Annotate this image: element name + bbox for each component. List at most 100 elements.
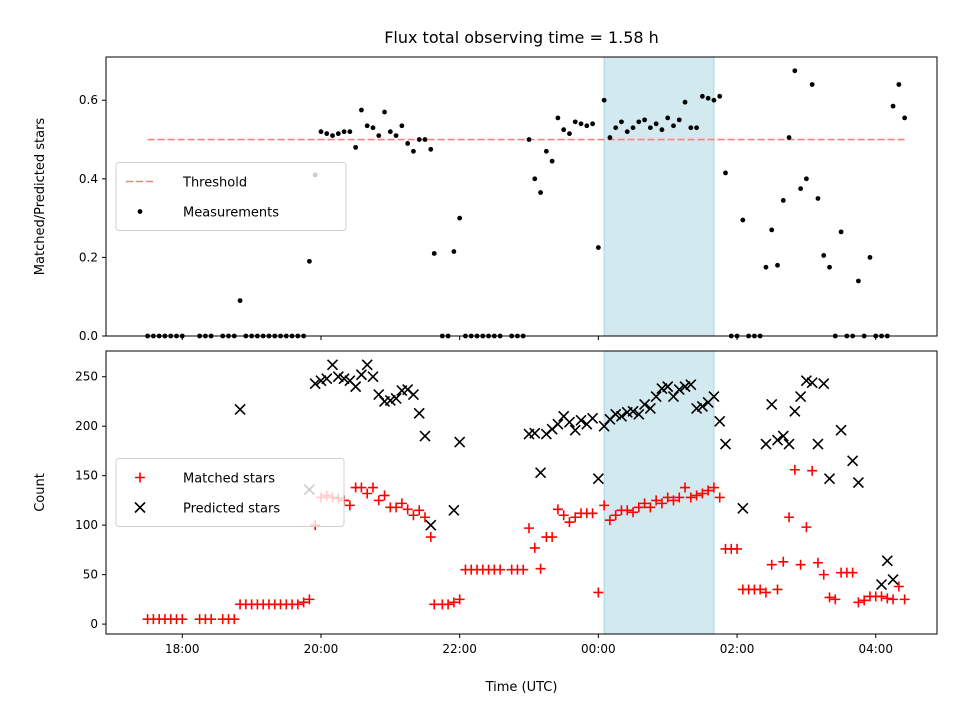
measurement-point xyxy=(572,119,578,125)
measurement-point xyxy=(578,121,584,127)
legend-measurement-swatch xyxy=(137,209,143,214)
measurement-point xyxy=(815,196,821,201)
matched-star-point xyxy=(304,594,315,605)
matched-star-point xyxy=(454,594,465,605)
predicted-star-point xyxy=(818,378,830,390)
measurement-point xyxy=(653,121,659,127)
matched-star-point xyxy=(298,597,309,608)
matched-star-point xyxy=(552,504,563,515)
matched-star-point xyxy=(818,569,829,580)
x-tick-label: 00:00 xyxy=(581,642,616,656)
predicted-star-point xyxy=(361,359,373,371)
matched-star-point xyxy=(604,515,615,526)
matched-star-point xyxy=(414,505,425,516)
legend-label: Matched stars xyxy=(183,472,275,487)
highlight-band xyxy=(604,57,714,336)
matched-star-point xyxy=(344,500,355,511)
predicted-star-point xyxy=(413,407,425,419)
legend-label: Predicted stars xyxy=(183,502,280,517)
matched-star-point xyxy=(396,498,407,509)
measurement-point xyxy=(457,215,463,221)
matched-star-point xyxy=(206,614,217,625)
measurement-point xyxy=(411,148,416,154)
matched-star-point xyxy=(697,488,708,499)
matched-star-point xyxy=(367,482,378,493)
matched-star-point xyxy=(448,597,459,608)
matched-star-point xyxy=(639,498,650,509)
matched-star-point xyxy=(853,597,864,608)
measurement-point xyxy=(867,255,873,260)
measurement-point xyxy=(636,119,642,125)
matched-star-point xyxy=(656,498,667,509)
y-tick-label: 200 xyxy=(75,419,98,433)
measurement-point xyxy=(584,123,590,129)
matched-star-point xyxy=(760,587,771,598)
measurement-point xyxy=(428,146,434,152)
matched-star-point xyxy=(899,594,910,605)
matched-star-point xyxy=(622,505,633,516)
measurement-point xyxy=(699,93,705,99)
matched-star-point xyxy=(732,543,743,554)
measurement-point xyxy=(613,125,619,131)
matched-star-point xyxy=(772,584,783,595)
top-panel-ratio: 0.0 0.2 0.4 0.6 Matched/Predicted stars Thres… xyxy=(33,56,938,343)
predicted-star-point xyxy=(783,438,795,450)
measurement-point xyxy=(330,133,335,138)
matched-star-point xyxy=(847,567,858,578)
matched-star-point xyxy=(893,581,904,592)
matched-star-point xyxy=(495,564,506,575)
matched-star-point xyxy=(599,500,610,511)
y-tick-label: 50 xyxy=(83,568,98,582)
matched-star-point xyxy=(379,490,390,501)
measurement-point xyxy=(451,249,457,254)
matched-star-point xyxy=(755,584,766,595)
predicted-star-point xyxy=(650,390,662,403)
measurement-point xyxy=(723,170,728,176)
predicted-star-point xyxy=(407,388,420,401)
measurement-point xyxy=(624,129,630,135)
measurement-point xyxy=(856,278,861,284)
measurement-point xyxy=(803,176,809,182)
x-tick-label: 18:00 xyxy=(165,642,200,656)
predicted-star-point xyxy=(737,502,749,514)
measurement-point xyxy=(821,253,827,258)
predicted-star-point xyxy=(639,398,651,410)
y-tick-label: 0.6 xyxy=(79,93,98,107)
measurement-point xyxy=(416,137,422,142)
measurement-point xyxy=(335,131,341,137)
legend-predicted-swatch xyxy=(134,501,146,514)
matched-star-point xyxy=(651,495,662,506)
predicted-star-point xyxy=(708,390,720,403)
matched-star-point xyxy=(766,559,777,570)
measurement-point xyxy=(543,148,549,154)
measurement-point xyxy=(595,245,601,250)
matched-star-point xyxy=(408,510,419,521)
measurement-point xyxy=(827,264,832,270)
measurement-point xyxy=(694,125,699,131)
measurement-point xyxy=(549,158,555,164)
predicted-star-point xyxy=(835,424,847,436)
measurement-point xyxy=(561,127,567,133)
matched-star-point xyxy=(391,502,402,513)
predicted-star-point xyxy=(667,390,680,403)
predicted-star-point xyxy=(714,415,726,427)
matched-star-point xyxy=(645,502,656,513)
matched-star-point xyxy=(714,492,725,503)
predicted-star-point xyxy=(847,455,859,467)
y-tick-label: 0 xyxy=(90,617,98,631)
matched-star-point xyxy=(373,495,384,506)
matched-star-point xyxy=(691,490,702,501)
measurement-point xyxy=(902,115,908,121)
matched-star-point xyxy=(680,482,691,493)
matched-star-point xyxy=(524,523,535,534)
predicted-star-point xyxy=(766,398,778,410)
measurement-point xyxy=(324,131,330,137)
y-tick-label: 250 xyxy=(75,370,98,384)
matched-star-point xyxy=(593,587,604,598)
measurement-point xyxy=(399,123,405,129)
matched-star-point xyxy=(362,488,373,499)
predicted-star-point xyxy=(627,405,639,417)
matched-star-point xyxy=(882,593,893,604)
